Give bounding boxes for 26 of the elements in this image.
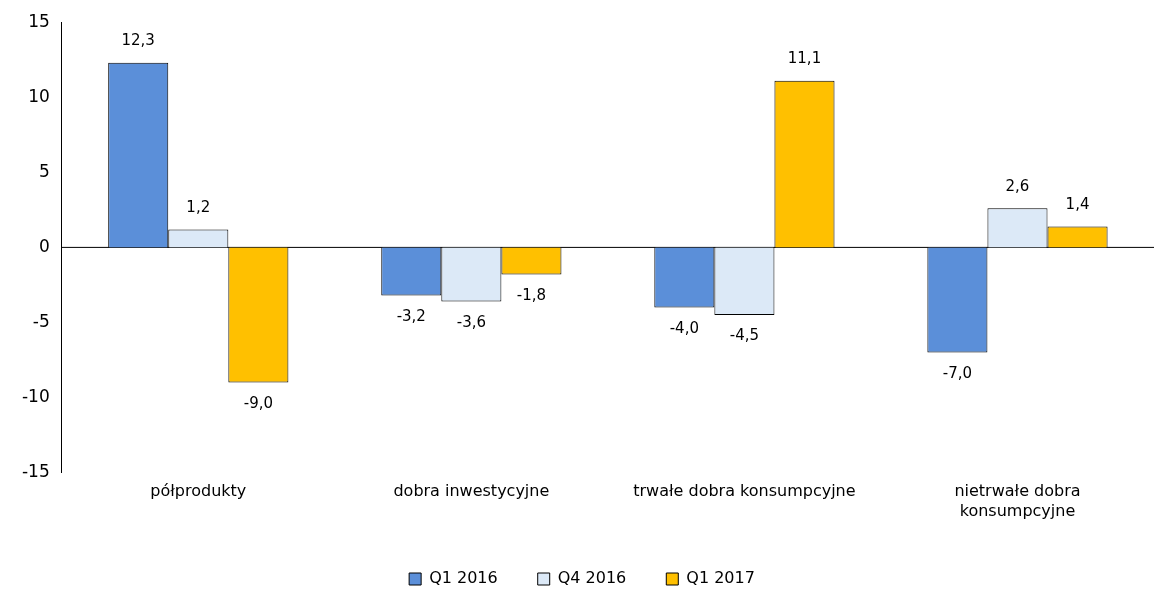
data-label: -9,0 [243,393,274,412]
x-tick-label: trwałe dobra konsumpcyjne [633,481,856,501]
y-tick-label: -5 [32,310,50,331]
data-label: 1,2 [186,197,211,216]
y-tick-label: -10 [21,385,50,406]
y-tick-label: 0 [38,235,50,256]
data-label: 12,3 [121,31,155,50]
data-label: -4,5 [729,326,760,345]
x-tick-label: dobra inwestycyjne [393,481,550,501]
data-label: -4,0 [669,318,699,337]
data-label: -3,2 [396,306,426,325]
x-tick-label: półprodukty [150,481,247,501]
legend-label: Q4 2016 [557,568,627,588]
y-tick-label: 5 [38,160,50,181]
data-label: 1,4 [1065,194,1090,213]
data-label: -1,8 [516,285,547,304]
y-tick-label: 10 [28,85,50,106]
data-label: -3,6 [456,312,486,331]
y-tick-label: -15 [21,461,50,482]
data-label: -7,0 [942,363,973,382]
legend-label: Q1 2017 [686,568,755,588]
y-tick-label: 15 [28,10,50,31]
x-tick-label: nietrwałe dobra konsumpcyjne [954,481,1081,520]
data-label: 11,1 [787,49,822,68]
data-label: 2,6 [1005,176,1030,195]
legend-label: Q1 2016 [429,568,498,588]
